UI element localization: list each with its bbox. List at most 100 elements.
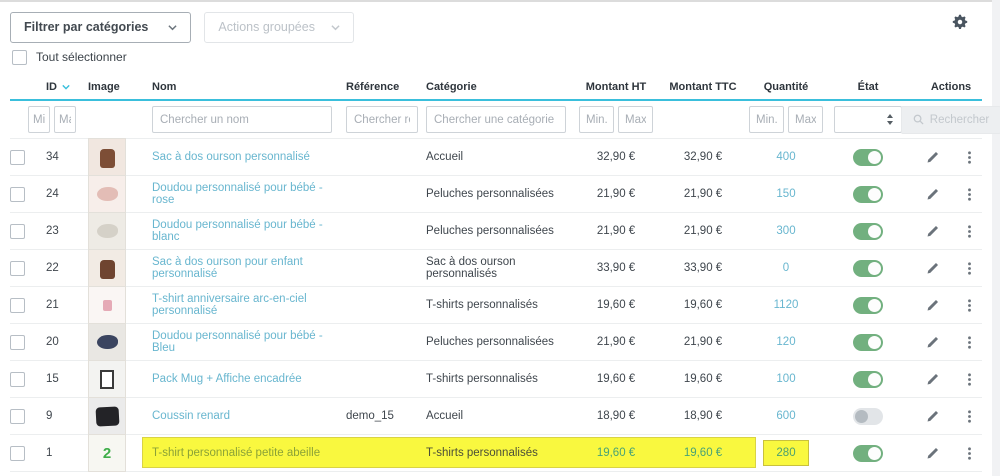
product-name-link[interactable]: Pack Mug + Affiche encadrée: [152, 373, 302, 385]
more-actions-icon[interactable]: [962, 150, 977, 165]
more-actions-icon[interactable]: [962, 372, 977, 387]
product-name-link[interactable]: Doudou personnalisé pour bébé - blanc: [152, 219, 323, 243]
quantity-value: 100: [776, 373, 796, 385]
amount-ttc-value: 21,90 €: [683, 188, 723, 200]
amount-ht-value: 33,90 €: [596, 262, 636, 274]
product-category: Sac à dos ourson personnalisés: [426, 256, 516, 280]
row-checkbox[interactable]: [10, 408, 25, 424]
edit-pencil-icon[interactable]: [925, 298, 940, 313]
bulk-actions-label: Actions groupées: [218, 20, 315, 34]
edit-pencil-icon[interactable]: [925, 224, 940, 239]
amount-ht-value: 32,90 €: [596, 151, 636, 163]
status-toggle[interactable]: [853, 333, 883, 351]
product-category: Peluches personnalisées: [426, 225, 554, 237]
status-toggle[interactable]: [853, 444, 883, 462]
row-checkbox[interactable]: [10, 371, 25, 387]
product-name-link[interactable]: T-shirt personnalisé petite abeille: [152, 447, 321, 459]
status-toggle[interactable]: [853, 407, 883, 425]
product-thumbnail: [88, 286, 126, 324]
table-row: 1 2 T-shirt personnalisé petite abeille …: [10, 434, 982, 472]
table-row: 9 Coussin renard demo_15 Accueil 18,90 €…: [10, 397, 982, 435]
product-id: 15: [46, 373, 59, 385]
edit-pencil-icon[interactable]: [925, 150, 940, 165]
product-name-link[interactable]: T-shirt anniversaire arc-en-ciel personn…: [152, 293, 307, 317]
bulk-actions-button[interactable]: Actions groupées: [204, 11, 354, 43]
edit-pencil-icon[interactable]: [925, 187, 940, 202]
row-checkbox[interactable]: [10, 260, 25, 276]
product-id: 21: [46, 299, 59, 311]
quantity-max-input[interactable]: [788, 106, 823, 133]
row-checkbox[interactable]: [10, 149, 25, 165]
more-actions-icon[interactable]: [962, 187, 977, 202]
product-category: Accueil: [426, 410, 464, 422]
more-actions-icon[interactable]: [962, 409, 977, 424]
header-name: Nom: [152, 81, 177, 93]
product-category: Accueil: [426, 151, 464, 163]
quantity-value: 280: [763, 440, 809, 466]
header-id[interactable]: ID: [38, 81, 88, 93]
toggle-knob: [868, 335, 881, 349]
toggle-knob: [868, 224, 881, 238]
edit-pencil-icon[interactable]: [925, 372, 940, 387]
amount-ht-value: 21,90 €: [596, 188, 636, 200]
amount-ttc-value: 19,60 €: [683, 373, 723, 385]
search-category-input[interactable]: [426, 106, 566, 133]
quantity-min-input[interactable]: [749, 106, 784, 133]
more-actions-icon[interactable]: [962, 261, 977, 276]
amount-ttc-value: 19,60 €: [683, 447, 723, 459]
row-checkbox[interactable]: [10, 186, 25, 202]
amount-ht-value: 19,60 €: [596, 373, 636, 385]
search-button[interactable]: Rechercher: [900, 105, 1000, 134]
product-thumbnail: [88, 175, 126, 213]
id-max-input[interactable]: [54, 106, 76, 133]
header-id-label: ID: [46, 81, 57, 93]
table-row: 21 T-shirt anniversaire arc-en-ciel pers…: [10, 286, 982, 324]
status-toggle[interactable]: [853, 370, 883, 388]
settings-gear-icon[interactable]: [952, 14, 968, 30]
filter-by-categories-button[interactable]: Filtrer par catégories: [10, 11, 192, 43]
more-actions-icon[interactable]: [962, 224, 977, 239]
toggle-knob: [868, 187, 881, 201]
product-category: Peluches personnalisées: [426, 336, 554, 348]
search-name-input[interactable]: [152, 106, 332, 133]
product-name-link[interactable]: Coussin renard: [152, 410, 230, 422]
more-actions-icon[interactable]: [962, 335, 977, 350]
row-checkbox[interactable]: [10, 297, 25, 313]
search-reference-input[interactable]: [346, 106, 418, 133]
status-toggle[interactable]: [853, 259, 883, 277]
id-min-input[interactable]: [28, 106, 50, 133]
amount-ht-min-input[interactable]: [579, 106, 614, 133]
quantity-value: 0: [782, 262, 790, 274]
edit-pencil-icon[interactable]: [925, 335, 940, 350]
product-thumbnail: [88, 138, 126, 176]
row-checkbox[interactable]: [10, 334, 25, 350]
product-name-link[interactable]: Doudou personnalisé pour bébé - rose: [152, 182, 323, 206]
row-checkbox[interactable]: [10, 223, 25, 239]
filter-row: Rechercher: [10, 101, 1000, 139]
thumbnail-glyph: [102, 299, 112, 311]
product-category: T-shirts personnalisés: [426, 373, 538, 385]
row-checkbox[interactable]: [10, 445, 25, 461]
chevron-down-icon: [168, 24, 177, 30]
quantity-value: 120: [776, 336, 796, 348]
status-toggle[interactable]: [853, 148, 883, 166]
toggle-knob: [868, 261, 881, 275]
product-name-link[interactable]: Sac à dos ourson pour enfant personnalis…: [152, 256, 303, 280]
edit-pencil-icon[interactable]: [925, 261, 940, 276]
edit-pencil-icon[interactable]: [925, 446, 940, 461]
search-icon: [913, 114, 924, 125]
more-actions-icon[interactable]: [962, 298, 977, 313]
status-toggle[interactable]: [853, 296, 883, 314]
table-row: 15 Pack Mug + Affiche encadrée T-shirts …: [10, 360, 982, 398]
edit-pencil-icon[interactable]: [925, 409, 940, 424]
product-name-link[interactable]: Sac à dos ourson personnalisé: [152, 151, 310, 163]
status-toggle[interactable]: [853, 185, 883, 203]
amount-ht-value: 21,90 €: [596, 225, 636, 237]
state-select[interactable]: [834, 106, 902, 133]
select-all-checkbox[interactable]: [12, 49, 27, 65]
amount-ht-max-input[interactable]: [618, 106, 653, 133]
thumbnail-glyph: [99, 148, 115, 168]
more-actions-icon[interactable]: [962, 446, 977, 461]
product-name-link[interactable]: Doudou personnalisé pour bébé - Bleu: [152, 330, 323, 354]
status-toggle[interactable]: [853, 222, 883, 240]
